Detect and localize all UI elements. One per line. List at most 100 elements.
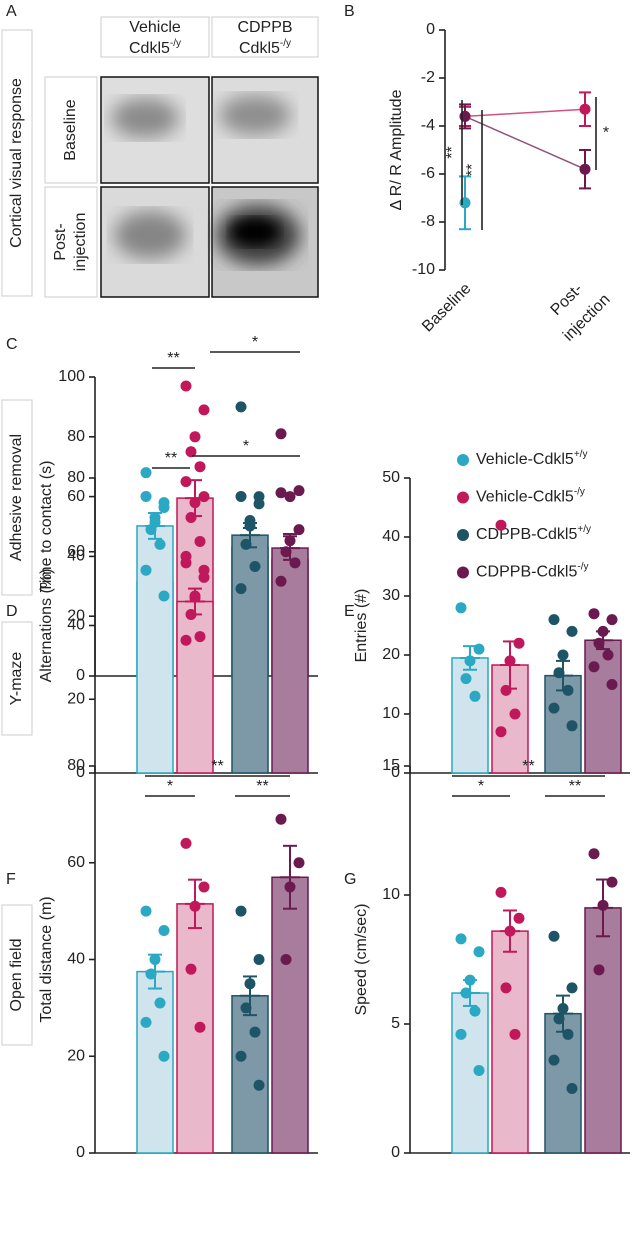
- y-tick-label: 0: [76, 1144, 85, 1161]
- legend-label: Vehicle-Cdkl5-/y: [476, 486, 585, 506]
- data-point: [140, 490, 152, 502]
- y-tick-label: 0: [391, 1144, 400, 1161]
- significance-label: *: [478, 778, 484, 795]
- data-point: [198, 491, 210, 503]
- data-point: [235, 1050, 247, 1062]
- significance-label: **: [165, 450, 177, 467]
- data-point: [235, 401, 247, 413]
- legend-label: CDPPB-Cdkl5-/y: [476, 561, 588, 581]
- significance-label: **: [256, 778, 268, 795]
- data-point: [459, 197, 471, 209]
- panel-letter: F: [6, 871, 16, 888]
- blob: [231, 218, 279, 246]
- y-tick-label: 30: [382, 587, 400, 604]
- data-point: [158, 1050, 170, 1062]
- data-point: [500, 982, 512, 994]
- data-point: [280, 954, 292, 965]
- row-box: [44, 76, 98, 184]
- row-label: injection: [72, 213, 89, 272]
- column-header: Cdkl5-/y: [129, 38, 181, 58]
- y-tick-label: 20: [67, 1047, 85, 1064]
- y-tick-label: 20: [382, 646, 400, 663]
- data-point: [194, 1021, 206, 1033]
- data-point: [548, 1054, 560, 1066]
- y-axis-label: Alternations (%): [38, 569, 55, 683]
- data-point: [154, 997, 166, 1009]
- significance-label: **: [211, 758, 223, 775]
- column-header: Vehicle: [129, 19, 181, 36]
- bar: [136, 970, 174, 1154]
- series-line: [464, 108, 586, 118]
- y-tick-label: 15: [382, 757, 400, 774]
- y-axis-label: Speed (cm/sec): [353, 903, 370, 1015]
- data-point: [185, 963, 197, 975]
- side-box: [1, 621, 33, 736]
- data-point: [579, 103, 591, 115]
- y-tick-label: 0: [76, 764, 85, 781]
- panel-letter: C: [6, 336, 18, 353]
- column-header: CDPPB: [237, 19, 292, 36]
- side-box: [1, 399, 33, 596]
- y-axis-label: Δ R/ R Amplitude: [388, 89, 405, 210]
- side-label: Cortical visual response: [8, 78, 25, 248]
- side-label: Adhesive removal: [8, 434, 25, 561]
- data-point: [180, 476, 192, 488]
- side-label: Open field: [8, 939, 25, 1012]
- row-label: Baseline: [62, 99, 79, 160]
- data-point: [593, 964, 605, 976]
- data-point: [158, 590, 170, 602]
- data-point: [557, 649, 569, 661]
- y-tick-label: -4: [421, 117, 435, 134]
- data-point: [606, 876, 618, 888]
- y-tick-label: 100: [58, 368, 85, 385]
- data-point: [293, 524, 305, 536]
- data-point: [455, 933, 467, 945]
- header-box: [100, 16, 210, 58]
- data-point: [235, 490, 247, 502]
- data-point: [455, 1028, 467, 1040]
- data-point: [553, 1013, 565, 1025]
- data-point: [579, 163, 591, 175]
- legend-label: Vehicle-Cdkl5+/y: [476, 449, 587, 469]
- data-point: [180, 634, 192, 646]
- y-tick-label: -6: [421, 165, 435, 182]
- data-point: [455, 602, 467, 614]
- bar: [231, 534, 269, 774]
- data-point: [509, 1028, 521, 1040]
- panel-letter: A: [6, 3, 17, 20]
- data-point: [495, 726, 507, 738]
- data-point: [180, 380, 192, 392]
- significance-label: *: [603, 125, 609, 142]
- data-point: [140, 564, 152, 576]
- data-point: [509, 708, 521, 720]
- y-axis-label: Time to contact (s): [38, 461, 55, 593]
- y-tick-label: 50: [382, 469, 400, 486]
- panel-letter: B: [344, 3, 355, 20]
- data-point: [198, 564, 210, 576]
- data-point: [588, 608, 600, 620]
- data-point: [495, 886, 507, 898]
- bar: [491, 930, 529, 1154]
- data-point: [473, 946, 485, 958]
- data-point: [602, 649, 614, 661]
- data-point: [275, 487, 287, 499]
- bar: [584, 639, 622, 774]
- data-point: [198, 881, 210, 893]
- column-header: Cdkl5-/y: [239, 38, 291, 58]
- data-point: [513, 912, 525, 924]
- data-point: [158, 924, 170, 936]
- data-point: [548, 702, 560, 714]
- bar: [584, 907, 622, 1154]
- data-point: [566, 720, 578, 732]
- significance-label: *: [243, 438, 249, 455]
- data-point: [473, 1064, 485, 1076]
- data-point: [194, 631, 206, 643]
- data-point: [235, 583, 247, 595]
- data-point: [606, 614, 618, 626]
- blob: [219, 95, 291, 135]
- side-label: Y-maze: [8, 652, 25, 706]
- y-tick-label: -2: [421, 69, 435, 86]
- y-tick-label: 10: [382, 886, 400, 903]
- row-box: [44, 186, 98, 298]
- data-point: [469, 690, 481, 702]
